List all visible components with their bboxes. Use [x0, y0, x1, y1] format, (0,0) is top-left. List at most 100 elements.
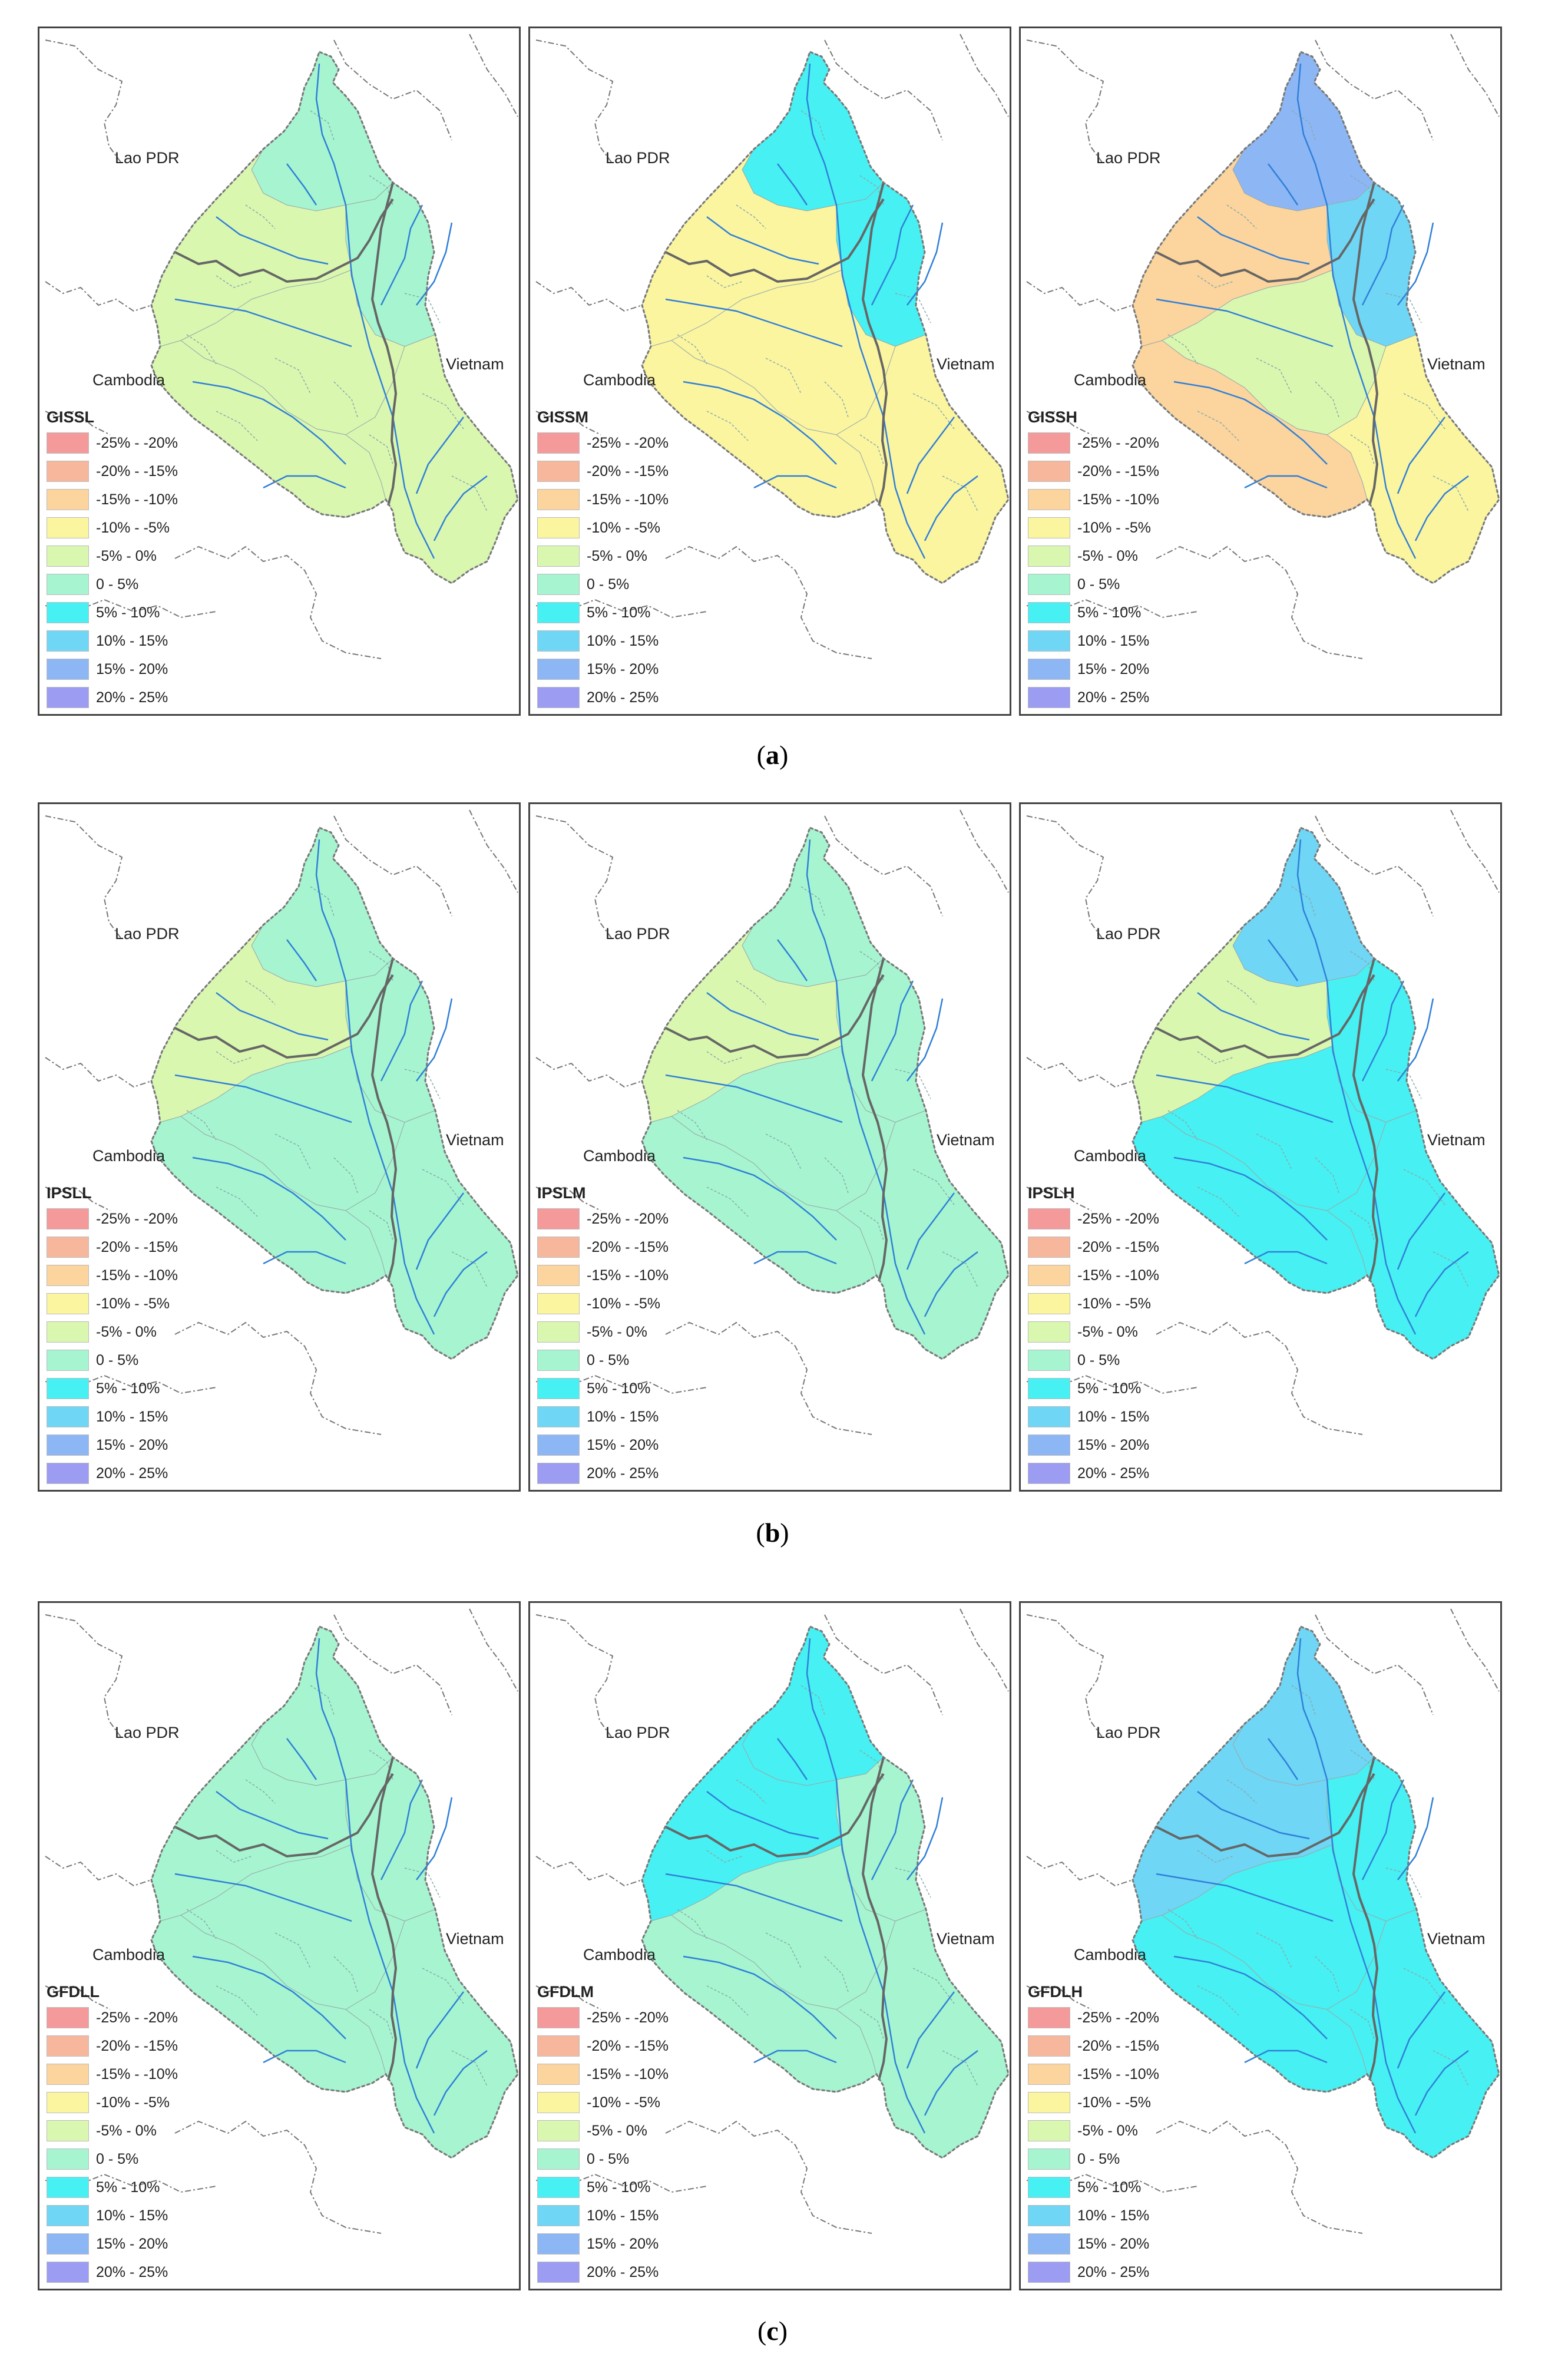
country-label-vietnam: Vietnam	[937, 1930, 995, 1948]
sub-basin-line	[1403, 393, 1445, 429]
basin-outline	[1132, 51, 1500, 584]
sub-basin-line	[186, 1110, 217, 1141]
legend-label: -5% - 0%	[96, 547, 157, 564]
country-boundary	[824, 1614, 943, 1715]
legend-swatch	[1028, 2035, 1070, 2057]
legend-item: 20% - 25%	[537, 1459, 749, 1488]
legend-label: -5% - 0%	[1077, 547, 1138, 564]
legend-swatch	[1028, 1406, 1070, 1427]
country-boundary	[1026, 410, 1092, 435]
legend-label: -20% - -15%	[96, 462, 178, 480]
sub-basin-line	[1432, 2050, 1469, 2087]
river-line	[683, 1955, 837, 2039]
river-line	[174, 1074, 352, 1123]
river-line	[871, 980, 914, 1082]
basin-map	[535, 1608, 1010, 2234]
country-label-cambodia: Cambodia	[1074, 1147, 1147, 1165]
national-border	[665, 974, 885, 1059]
river-line	[706, 216, 819, 265]
legend-swatch	[1028, 2205, 1070, 2226]
river-line	[1397, 416, 1445, 494]
legend-swatch	[537, 2064, 580, 2085]
legend-item: -25% - -20%	[47, 1205, 259, 1233]
sub-basin-line	[765, 358, 802, 394]
river-line	[286, 1738, 317, 1780]
legend-label: -20% - -15%	[587, 462, 669, 480]
country-boundary	[535, 815, 614, 940]
legend-swatch	[1028, 2064, 1070, 2085]
legend-label: -20% - -15%	[1077, 1238, 1159, 1255]
legend-label: 5% - 10%	[587, 604, 651, 621]
legend-swatch	[1028, 687, 1070, 708]
legend-swatch	[1028, 1434, 1070, 1456]
legend-swatch	[537, 2148, 580, 2170]
legend-label: 5% - 10%	[587, 2179, 651, 2196]
basin-outline	[1132, 827, 1500, 1360]
legend-item: 20% - 25%	[47, 683, 259, 712]
legend-item: -5% - 0%	[47, 1318, 259, 1346]
country-boundary	[824, 815, 943, 917]
country-boundary	[535, 410, 601, 435]
country-boundary	[45, 1057, 152, 1088]
sub-basin-line	[333, 1956, 358, 1992]
legend-swatch	[47, 517, 89, 538]
legend-swatch	[47, 574, 89, 595]
river-line	[380, 980, 424, 1082]
national-border	[665, 1773, 885, 1858]
legend-swatch	[1028, 2120, 1070, 2141]
legend-label: -15% - -10%	[1077, 491, 1159, 508]
national-border	[861, 1757, 888, 2081]
river-line	[924, 1251, 978, 1317]
country-label-lao: Lao PDR	[606, 925, 670, 943]
legend-item: -15% - -10%	[47, 485, 259, 514]
legend-swatch	[1028, 2262, 1070, 2283]
river-line	[1197, 216, 1310, 265]
legend-swatch	[1028, 2148, 1070, 2170]
river-line	[871, 204, 914, 306]
river-line	[416, 222, 453, 306]
sub-basin-line	[706, 1186, 749, 1217]
sub-basin-line	[706, 1850, 743, 1863]
river-line	[665, 298, 843, 348]
map-panel-ipslm: Lao PDR Vietnam Cambodia IPSLM -25% - -20% -2…	[528, 802, 1011, 1492]
legend-item: -25% - -20%	[1028, 1205, 1240, 1233]
legend-swatch	[47, 461, 89, 482]
map-panel-gissl: Lao PDR Vietnam Cambodia GISSL -25% - -20% -2…	[38, 27, 521, 716]
legend-item: 10% - 15%	[1028, 1403, 1240, 1431]
legend-label: 10% - 15%	[587, 632, 659, 649]
legend-item: -15% - -10%	[537, 485, 749, 514]
legend-item: -25% - -20%	[537, 1205, 749, 1233]
country-boundary	[1315, 39, 1434, 141]
river-line	[216, 1791, 329, 1840]
legend-item: 0 - 5%	[47, 2145, 259, 2173]
sub-basin-line	[706, 1051, 743, 1064]
basin-outline	[150, 51, 519, 584]
legend-label: -20% - -15%	[587, 2037, 669, 2054]
legend-item: -25% - -20%	[1028, 429, 1240, 457]
sub-basin-line	[369, 175, 393, 206]
basin-map	[535, 809, 1010, 1435]
country-label-lao: Lao PDR	[1096, 149, 1161, 167]
legend-item: -15% - -10%	[537, 2060, 749, 2088]
sub-basin-line	[1256, 1932, 1292, 1969]
sub-basin-line	[1350, 434, 1375, 465]
legend-item: 0 - 5%	[537, 570, 749, 599]
river-line	[192, 1156, 346, 1241]
legend-item: 20% - 25%	[537, 2258, 749, 2286]
river-line	[415, 1192, 464, 1270]
sub-basin-line	[310, 110, 335, 141]
legend-swatch	[537, 574, 580, 595]
legend-swatch	[47, 2120, 89, 2141]
country-label-vietnam: Vietnam	[1427, 1131, 1486, 1149]
sub-basin-line	[1226, 1779, 1257, 1804]
legend-swatch	[1028, 1350, 1070, 1371]
sub-basin-line	[1226, 204, 1257, 229]
legend-label: -10% - -5%	[1077, 2094, 1152, 2111]
sub-basin-line	[736, 204, 766, 229]
national-border	[1352, 182, 1379, 506]
river-line	[1296, 63, 1417, 559]
basin-outline	[150, 1625, 519, 2159]
legend-swatch	[537, 2177, 580, 2198]
legend-label: -20% - -15%	[1077, 2037, 1159, 2054]
river-line	[1197, 992, 1310, 1041]
